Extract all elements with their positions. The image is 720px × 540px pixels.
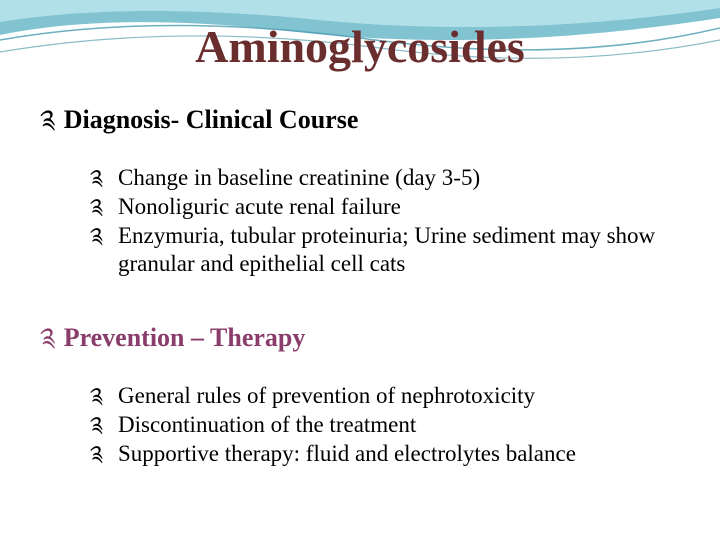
section-2-list: ༉ General rules of prevention of nephrot… [90, 382, 680, 468]
section-1-heading-row: ༉ Diagnosis- Clinical Course [40, 91, 680, 164]
section-2-heading: Prevention – Therapy [64, 323, 306, 353]
section-2-heading-row: ༉ Prevention – Therapy [40, 309, 680, 382]
title-text: Aminoglycosides [195, 21, 525, 72]
list-item: ༉ Enzymuria, tubular proteinuria; Urine … [90, 222, 680, 280]
list-item-text: General rules of prevention of nephrotox… [118, 383, 535, 408]
bullet-icon: ༉ [90, 411, 103, 439]
bullet-icon: ༉ [90, 222, 103, 250]
list-item-text: Change in baseline creatinine (day 3-5) [118, 165, 480, 190]
list-item: ༉ Nonoliguric acute renal failure [90, 193, 680, 222]
list-item: ༉ Discontinuation of the treatment [90, 411, 680, 440]
bullet-icon: ༉ [90, 193, 103, 221]
list-item: ༉ General rules of prevention of nephrot… [90, 382, 680, 411]
section-1-list: ༉ Change in baseline creatinine (day 3-5… [90, 164, 680, 279]
list-item-text: Enzymuria, tubular proteinuria; Urine se… [118, 223, 655, 277]
bullet-icon: ༉ [40, 309, 56, 382]
list-item: ༉ Supportive therapy: fluid and electrol… [90, 440, 680, 469]
list-item-text: Discontinuation of the treatment [118, 412, 416, 437]
list-item-text: Supportive therapy: fluid and electrolyt… [118, 441, 576, 466]
page-title: Aminoglycosides [40, 20, 680, 73]
list-item-text: Nonoliguric acute renal failure [118, 194, 401, 219]
slide-content: Aminoglycosides ༉ Diagnosis- Clinical Co… [0, 0, 720, 468]
list-item: ༉ Change in baseline creatinine (day 3-5… [90, 164, 680, 193]
bullet-icon: ༉ [90, 440, 103, 468]
bullet-icon: ༉ [90, 164, 103, 192]
bullet-icon: ༉ [90, 382, 103, 410]
section-1-heading: Diagnosis- Clinical Course [64, 105, 359, 135]
bullet-icon: ༉ [40, 91, 56, 164]
